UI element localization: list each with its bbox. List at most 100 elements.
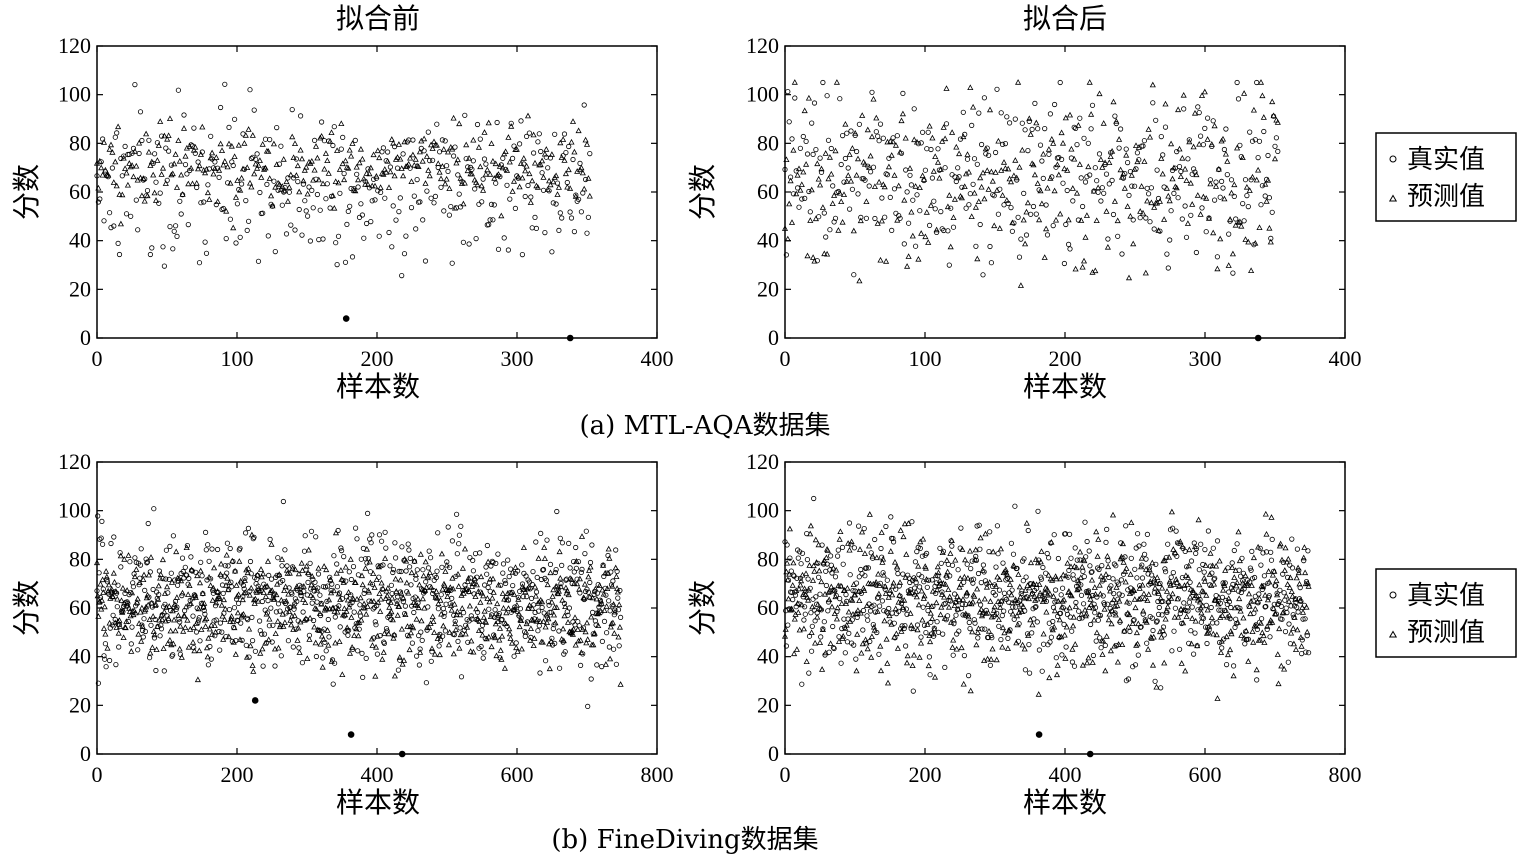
y-tick-label: 100 [746, 498, 779, 523]
true-value-point [816, 606, 822, 613]
predicted-value-point [433, 588, 440, 594]
predicted-value-point [1107, 153, 1114, 159]
predicted-value-point [957, 581, 964, 587]
predicted-value-point [1092, 590, 1099, 597]
predicted-value-point [574, 580, 581, 587]
predicted-value-point [1239, 154, 1246, 160]
predicted-value-point [593, 595, 600, 602]
true-value-point [848, 542, 854, 548]
predicted-value-point [203, 644, 211, 651]
true-value-point [438, 184, 444, 190]
predicted-value-point [172, 627, 179, 634]
predicted-value-point [1007, 178, 1015, 185]
predicted-value-point [617, 681, 624, 687]
true-value-point [428, 658, 434, 664]
predicted-value-point [97, 580, 104, 587]
predicted-value-point [892, 605, 899, 612]
predicted-value-point [846, 151, 853, 157]
true-value-point [159, 133, 165, 139]
true-value-point [587, 151, 593, 157]
true-value-point [436, 149, 443, 155]
true-value-point [1231, 193, 1237, 199]
predicted-value-point [883, 258, 890, 264]
true-value-point [799, 681, 805, 687]
true-value-point [1265, 152, 1271, 159]
predicted-value-point [1030, 580, 1037, 587]
predicted-value-point [1023, 519, 1030, 526]
predicted-value-point [216, 595, 223, 601]
predicted-value-point [316, 627, 323, 633]
true-value-point [434, 121, 440, 127]
true-value-point [293, 156, 299, 162]
predicted-value-point [234, 609, 241, 616]
predicted-value-point [1000, 159, 1008, 165]
predicted-value-point [1096, 581, 1103, 588]
predicted-value-point [569, 631, 576, 637]
predicted-value-point [845, 172, 852, 178]
true-value-point [797, 549, 803, 555]
predicted-value-point [332, 178, 339, 184]
predicted-value-point [1207, 550, 1214, 556]
true-value-point [470, 557, 476, 564]
x-tick-label: 400 [641, 346, 674, 371]
true-value-point [818, 634, 824, 640]
predicted-value-point [179, 191, 186, 197]
predicted-value-point [1161, 659, 1168, 666]
predicted-value-point [891, 633, 898, 640]
predicted-value-point [1055, 171, 1062, 178]
predicted-value-point [790, 559, 797, 566]
true-value-point [1282, 597, 1288, 603]
true-value-point [935, 573, 941, 579]
true-value-point [1268, 549, 1274, 555]
true-value-point [456, 191, 462, 197]
true-value-point [1208, 604, 1214, 611]
predicted-value-point [488, 140, 495, 146]
true-value-point [369, 581, 376, 587]
true-value-point [573, 565, 580, 571]
predicted-value-point [374, 147, 381, 154]
predicted-value-point [595, 622, 602, 628]
predicted-value-point [1120, 559, 1127, 565]
true-value-point [838, 161, 844, 168]
true-value-point [1240, 578, 1246, 584]
true-value-point [1098, 645, 1104, 651]
true-value-point [988, 260, 995, 266]
predicted-value-point [173, 184, 181, 190]
predicted-value-point [813, 559, 820, 565]
true-value-point [928, 619, 934, 625]
predicted-value-point [436, 168, 443, 175]
true-value-point [108, 540, 114, 547]
true-value-point [317, 207, 323, 213]
predicted-value-point [181, 612, 188, 619]
predicted-value-point [1004, 571, 1011, 578]
true-value-point [1070, 572, 1076, 578]
true-value-point [94, 588, 100, 594]
true-value-point [485, 584, 491, 591]
predicted-value-point [795, 609, 802, 615]
predicted-value-point [1144, 197, 1151, 204]
predicted-value-point [1192, 617, 1199, 624]
true-value-point [153, 179, 159, 185]
predicted-value-point [417, 649, 424, 655]
true-value-point [1001, 590, 1008, 596]
predicted-value-point [480, 187, 487, 193]
predicted-value-point [482, 170, 489, 177]
predicted-value-point [1020, 603, 1027, 609]
predicted-value-point [428, 141, 435, 148]
predicted-value-point [1050, 593, 1057, 599]
predicted-value-point [403, 579, 410, 586]
predicted-value-point [1093, 629, 1100, 636]
predicted-value-point [273, 591, 280, 598]
true-value-point [1053, 655, 1059, 661]
predicted-value-point [337, 596, 344, 602]
predicted-value-point [1125, 274, 1133, 281]
predicted-value-point [213, 599, 220, 606]
true-value-point [934, 619, 940, 625]
circle-marker-icon [1389, 591, 1397, 599]
predicted-value-point [1131, 166, 1138, 172]
predicted-value-point [1229, 250, 1236, 257]
predicted-value-point [916, 654, 923, 660]
true-value-point [584, 586, 590, 592]
predicted-value-point [462, 630, 469, 637]
predicted-value-point [398, 625, 405, 632]
